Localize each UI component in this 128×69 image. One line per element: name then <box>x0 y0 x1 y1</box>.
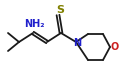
Text: N: N <box>73 38 81 48</box>
Text: NH₂: NH₂ <box>24 19 44 29</box>
Text: O: O <box>111 42 119 52</box>
Text: S: S <box>56 5 64 15</box>
